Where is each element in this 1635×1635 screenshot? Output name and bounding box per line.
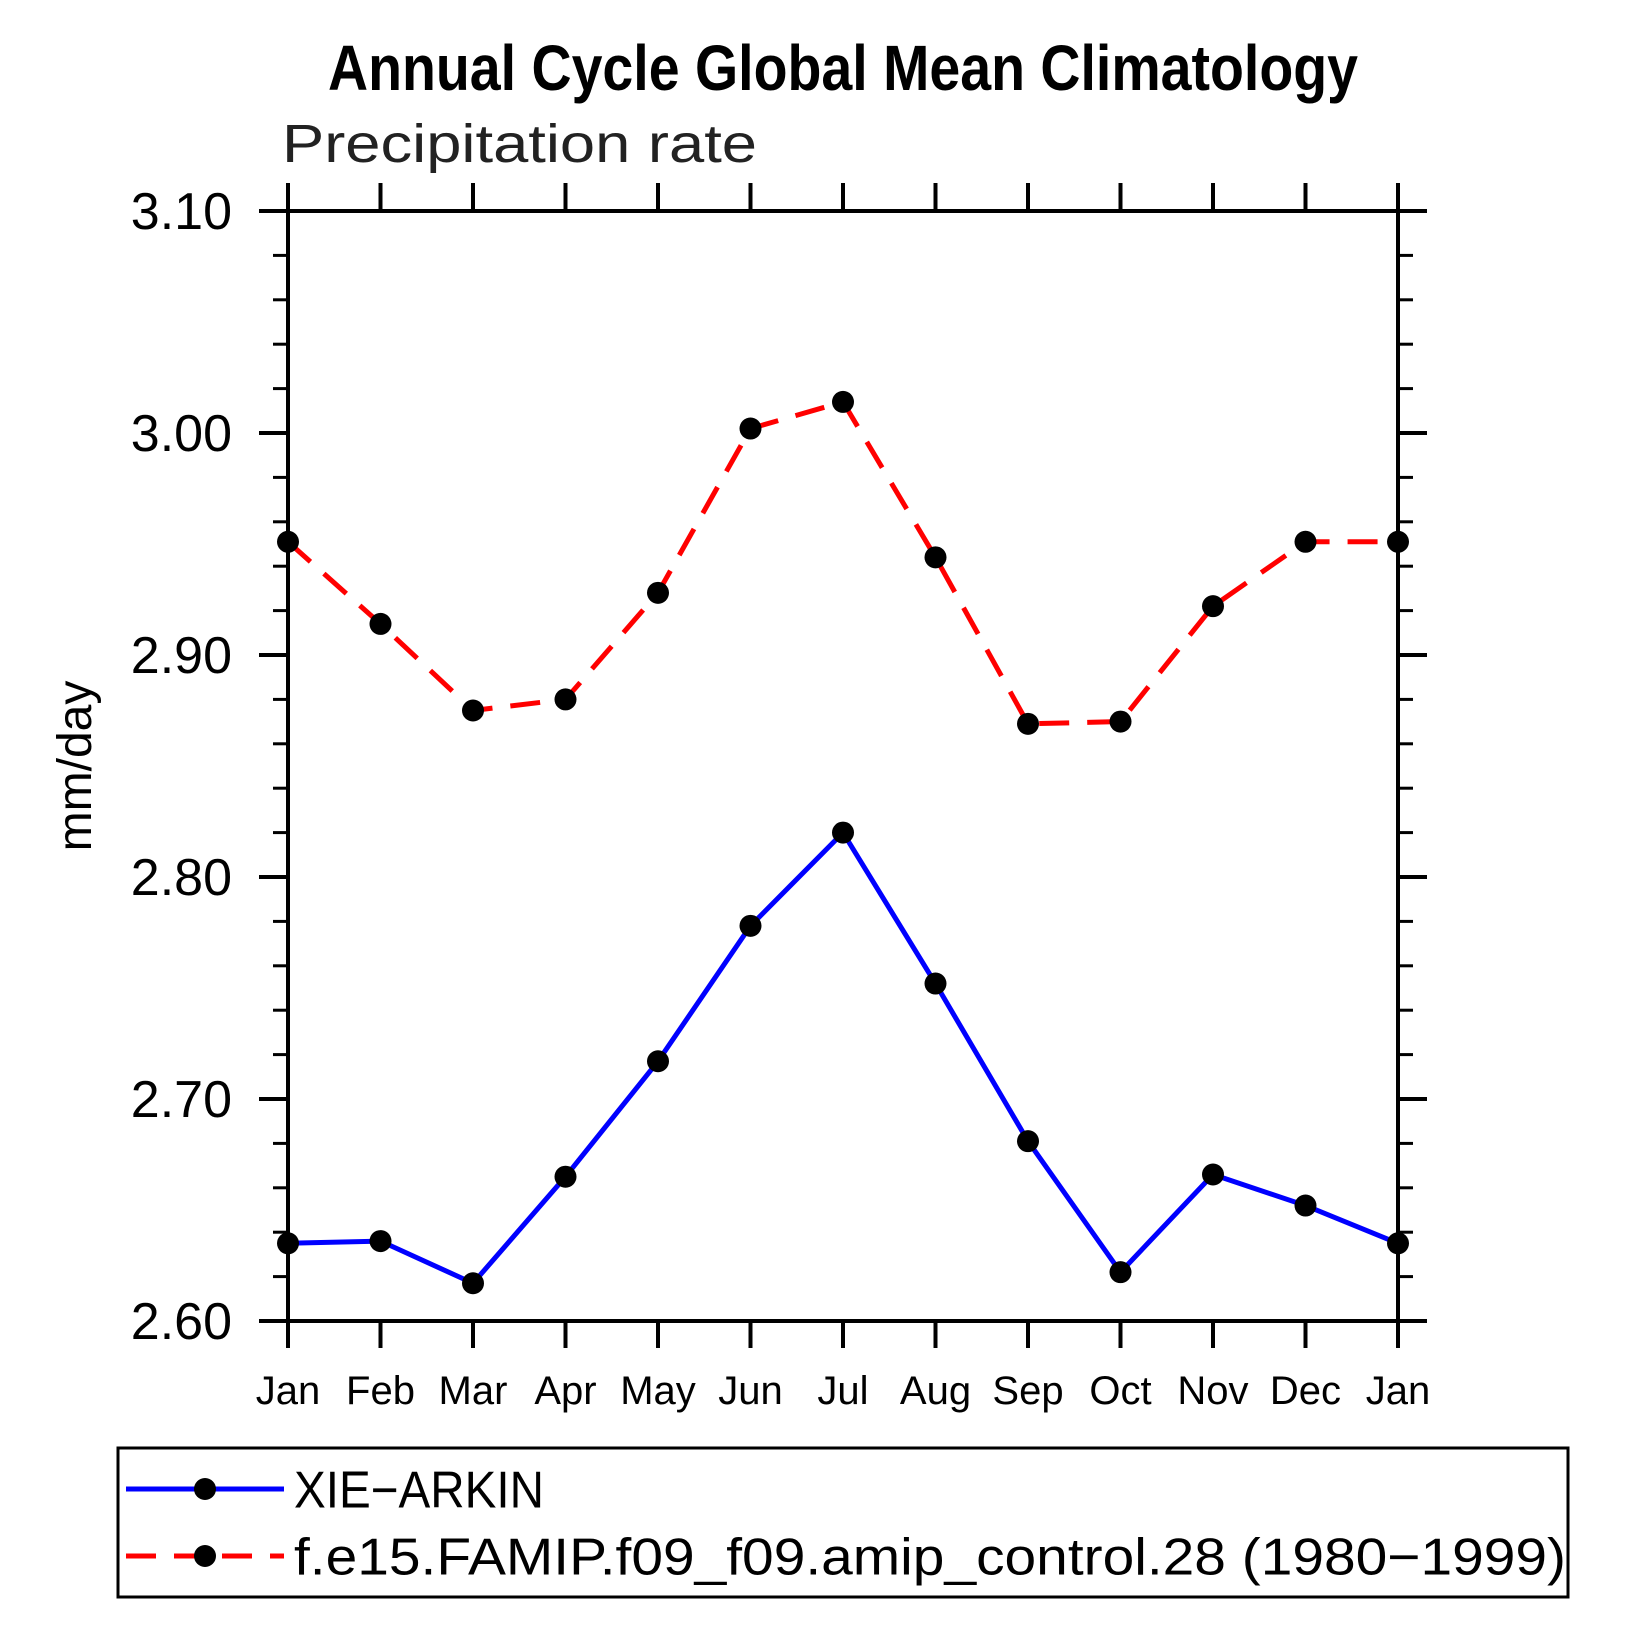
y-tick-label: 2.70 <box>131 1071 232 1129</box>
legend-label-xie-arkin: XIE−ARKIN <box>294 1462 544 1520</box>
y-tick-label: 2.60 <box>131 1293 232 1351</box>
data-point <box>554 688 577 711</box>
data-point <box>1294 1194 1317 1217</box>
series-line-1 <box>286 398 1398 727</box>
data-point <box>1294 530 1317 553</box>
data-point <box>277 1232 299 1255</box>
x-tick-label: Sep <box>992 1369 1063 1413</box>
legend: XIE−ARKIN f.e15.FAMIP.f09_f09.amip_contr… <box>116 1446 1570 1599</box>
legend-box <box>116 1446 1570 1599</box>
x-tick-label: Nov <box>1177 1369 1248 1413</box>
y-tick-label: 2.90 <box>131 627 232 685</box>
x-tick-label: Apr <box>534 1369 596 1413</box>
y-tick-labels: 2.60 2.70 2.80 2.90 3.00 3.10 <box>131 183 232 1351</box>
legend-label-model: f.e15.FAMIP.f09_f09.amip_control.28 (198… <box>294 1529 1566 1587</box>
data-point <box>647 581 669 604</box>
data-point <box>369 1230 392 1253</box>
data-point <box>554 1165 577 1188</box>
series-line-0 <box>287 828 1399 1287</box>
chart-title: Annual Cycle Global Mean Climatology <box>328 32 1358 104</box>
x-tick-label: Aug <box>900 1369 971 1413</box>
data-point <box>1109 1261 1132 1284</box>
x-tick-labels: Jan Feb Mar Apr May Jun Jul Aug Sep Oct Nov Dec Jan <box>256 1369 1431 1413</box>
plot-frame <box>286 209 1400 1323</box>
data-point <box>739 914 762 937</box>
data-point <box>369 612 392 635</box>
data-point <box>1017 1130 1039 1153</box>
x-tick-label: Jan <box>256 1369 321 1413</box>
axis-ticks <box>259 183 1427 1348</box>
x-tick-label: Feb <box>346 1369 415 1413</box>
data-point <box>462 699 484 722</box>
legend-marker-xie-arkin <box>194 1478 216 1500</box>
x-tick-label: Oct <box>1089 1369 1151 1413</box>
x-tick-label: Dec <box>1270 1369 1341 1413</box>
y-axis-label: mm/day <box>49 681 102 852</box>
data-point <box>924 972 947 995</box>
data-point <box>832 390 854 413</box>
series-markers <box>277 390 1409 1295</box>
legend-item: f.e15.FAMIP.f09_f09.amip_control.28 (198… <box>126 1529 1566 1587</box>
x-tick-label: Jul <box>817 1369 868 1413</box>
chart-subtitle: Precipitation rate <box>282 114 757 174</box>
x-tick-label: Jan <box>1366 1369 1431 1413</box>
data-point <box>1109 710 1132 733</box>
x-tick-label: May <box>620 1369 696 1413</box>
data-point <box>1202 1163 1224 1186</box>
data-point <box>462 1272 484 1295</box>
y-tick-label: 2.80 <box>131 849 232 907</box>
data-point <box>1387 1232 1409 1255</box>
legend-item: XIE−ARKIN <box>126 1462 544 1520</box>
data-point <box>832 821 854 844</box>
data-point <box>1387 530 1409 553</box>
data-point <box>1017 712 1039 735</box>
y-tick-label: 3.10 <box>131 183 232 241</box>
legend-marker-model <box>194 1545 216 1567</box>
data-point <box>924 546 947 569</box>
data-point <box>739 417 762 440</box>
data-point <box>277 530 299 553</box>
x-tick-label: Mar <box>439 1369 508 1413</box>
x-tick-label: Jun <box>718 1369 783 1413</box>
data-point <box>1202 595 1224 618</box>
y-tick-label: 3.00 <box>131 405 232 463</box>
data-point <box>647 1050 669 1073</box>
